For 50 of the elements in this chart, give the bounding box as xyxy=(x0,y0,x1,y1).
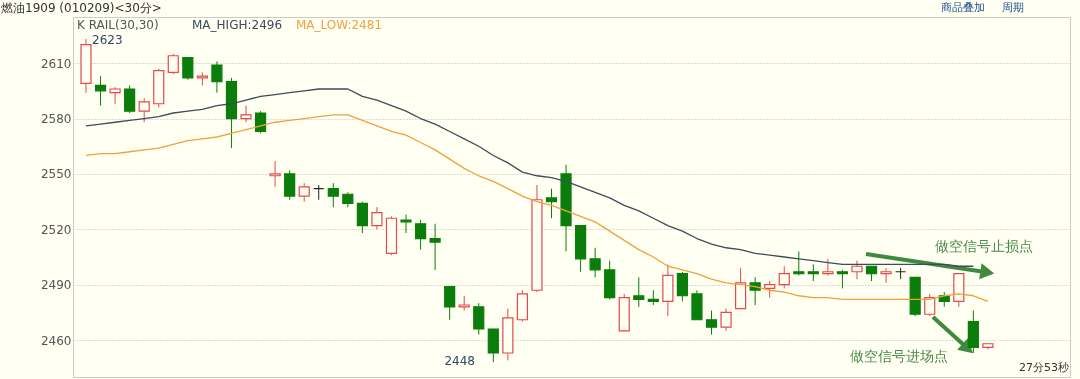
candlestick xyxy=(545,188,558,219)
candlestick xyxy=(429,223,441,271)
candlestick xyxy=(269,160,281,188)
candlestick xyxy=(211,60,223,94)
chart-title: 燃油1909 (010209)<30分> xyxy=(1,1,162,15)
candlestick xyxy=(778,265,790,289)
y-tick-label: 2580 xyxy=(40,112,72,127)
candlestick xyxy=(371,206,383,230)
candlestick xyxy=(167,53,179,75)
text: MA_LOW:2481 xyxy=(296,18,383,32)
candlestick xyxy=(124,84,136,114)
y-tick-label: 2610 xyxy=(40,56,72,71)
y-tick-label: 2460 xyxy=(40,333,72,348)
candlestick xyxy=(313,184,325,201)
candlestick xyxy=(240,105,252,123)
candlestick xyxy=(836,269,849,289)
text: 周期 xyxy=(1002,1,1024,14)
candlestick xyxy=(298,182,310,203)
candlestick xyxy=(793,250,805,276)
candlestick xyxy=(705,310,718,336)
candlestick xyxy=(822,258,834,276)
candlestick xyxy=(487,328,499,363)
text: MA_HIGH:2496 xyxy=(192,18,283,32)
candlestick xyxy=(400,214,412,234)
y-tick-label: 2490 xyxy=(40,278,72,293)
annotation: 做空信号进场点 xyxy=(850,348,948,364)
text: 27分53秒 xyxy=(1019,361,1069,374)
candlestick xyxy=(284,169,296,201)
annotation: 做空信号止损点 xyxy=(935,238,1033,254)
annotation: 2448 xyxy=(444,354,475,368)
candlestick xyxy=(851,260,863,280)
candlestick xyxy=(895,267,907,280)
candlestick xyxy=(444,285,456,321)
candlestick xyxy=(633,276,645,308)
candlestick xyxy=(589,247,601,278)
candlestick xyxy=(720,308,732,332)
candlestick xyxy=(880,267,892,284)
candlestick xyxy=(356,201,368,234)
y-tick-label: 2550 xyxy=(40,167,72,182)
y-tick-label: 2520 xyxy=(40,222,72,237)
candlestick xyxy=(676,271,689,302)
legend-title: K RAIL(30,30) xyxy=(77,18,159,32)
candlestick xyxy=(473,302,485,336)
candlestick xyxy=(414,219,427,251)
candlestick xyxy=(327,182,339,208)
candlestick xyxy=(138,97,150,123)
candlestick xyxy=(182,57,194,81)
text: 商品叠加 xyxy=(941,1,985,14)
candlestick xyxy=(109,86,121,105)
annotation: 2623 xyxy=(92,33,123,47)
